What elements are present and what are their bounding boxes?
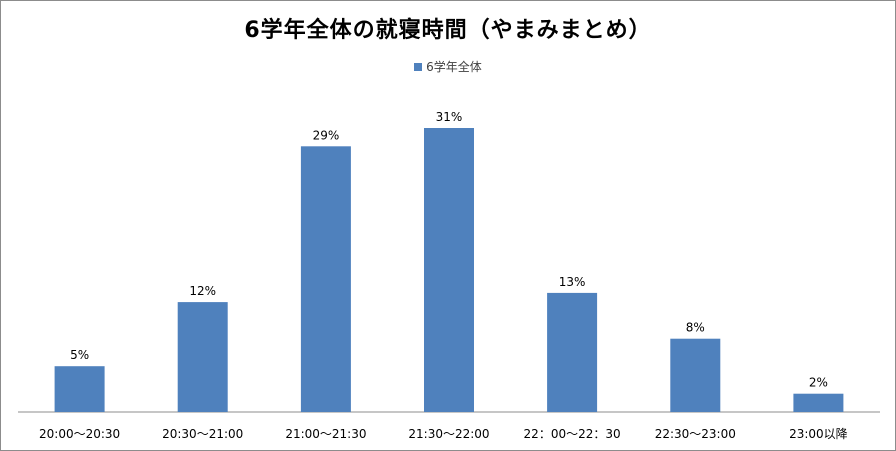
value-label-4: 13% [559,275,586,289]
bar-6 [793,393,844,412]
value-label-1: 12% [189,284,216,298]
bar-4 [547,292,598,412]
x-tick-label-6: 23:00以降 [789,427,848,441]
legend-swatch [414,63,423,71]
value-label-6: 2% [809,376,828,390]
bar-3 [424,128,474,412]
value-label-2: 29% [313,128,340,142]
value-label-0: 5% [70,348,89,362]
bar-2 [300,146,351,413]
chart-title: 6学年全体の就寝時間（やまみまとめ） [244,18,652,43]
x-tick-label-1: 20:30～21:00 [162,427,243,441]
bar-5 [670,338,721,412]
legend: 6学年全体 [0,58,896,75]
x-tick-label-5: 22:30～23:00 [655,427,736,441]
bar-0 [54,366,105,412]
value-label-5: 8% [686,321,705,335]
x-tick-label-4: 22：00～22：30 [524,427,621,441]
bar-1 [177,302,228,412]
value-label-3: 31% [436,110,463,124]
legend-label: 6学年全体 [426,60,482,74]
x-tick-label-2: 21:00～21:30 [285,427,366,441]
x-tick-label-0: 20:00～20:30 [39,427,120,441]
x-tick-label-3: 21:30～22:00 [408,427,489,441]
